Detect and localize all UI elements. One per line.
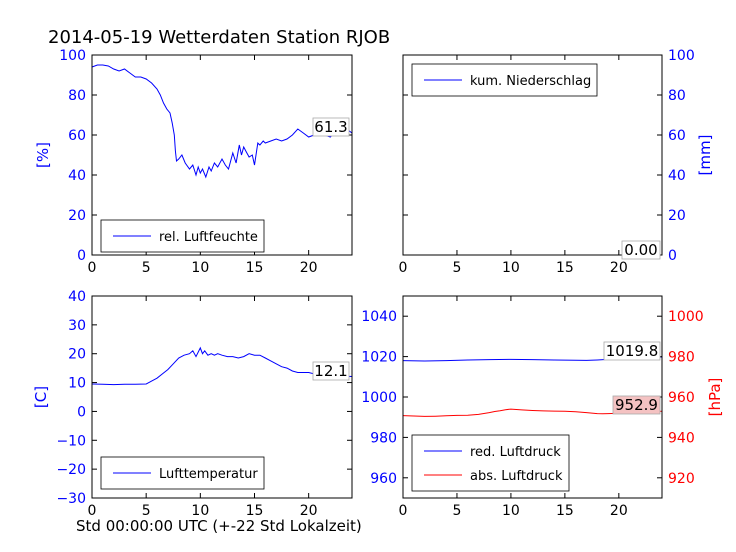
annotation-last-value: 61.3 xyxy=(314,118,347,136)
x-tick-label: 10 xyxy=(502,260,520,276)
legend-entry: Lufttemperatur xyxy=(159,467,258,482)
legend-box-2 xyxy=(411,63,598,97)
x-tick-label: 15 xyxy=(556,503,574,519)
y-tick-label: 10 xyxy=(68,376,86,392)
annotation-last-value-box xyxy=(312,361,350,381)
y-tick-label: 80 xyxy=(68,88,86,104)
x-axis-footer-label: Std 00:00:00 UTC (+-22 Std Lokalzeit) xyxy=(76,517,362,535)
x-tick-label: 0 xyxy=(399,503,408,519)
x-tick-label: 10 xyxy=(502,503,520,519)
series-line-abs-luftdruck xyxy=(402,408,663,417)
annotation-last-value: 0.00 xyxy=(624,241,657,259)
y-tick-label: −20 xyxy=(56,462,86,478)
y-tick-label: −30 xyxy=(56,491,86,507)
legend-entry: red. Luftdruck xyxy=(470,445,561,460)
annotation-last-value-abs-luftdruck: 952.9 xyxy=(615,396,658,414)
annotation-last-value-box xyxy=(312,117,350,137)
legend-entry: rel. Luftfeuchte xyxy=(159,230,258,245)
annotation-last-value-abs-luftdruck-box xyxy=(612,395,661,415)
y-tick-label: 1020 xyxy=(361,350,397,366)
y-tick-label: 1000 xyxy=(668,309,704,325)
x-tick-label: 15 xyxy=(246,503,264,519)
y-tick-label: 20 xyxy=(68,208,86,224)
y-tick-label: 0 xyxy=(77,248,86,264)
y-tick-label: 940 xyxy=(668,430,695,446)
annotation-last-value: 12.1 xyxy=(314,362,347,380)
plot-frame-2 xyxy=(402,54,663,256)
y-tick-label: 960 xyxy=(668,390,695,406)
y-tick-label: 960 xyxy=(370,471,397,487)
y-tick-label: 20 xyxy=(68,347,86,363)
x-tick-label: 0 xyxy=(88,503,97,519)
plot-frame-1 xyxy=(91,54,353,256)
y-axis-label-right: [hPa] xyxy=(706,378,724,417)
y-tick-label: 980 xyxy=(668,350,695,366)
y-tick-label: 0 xyxy=(77,404,86,420)
x-tick-label: 10 xyxy=(191,260,209,276)
plot-frame-3 xyxy=(91,295,353,499)
legend-box-4 xyxy=(411,434,570,492)
x-tick-label: 20 xyxy=(300,260,318,276)
y-tick-label: 1000 xyxy=(361,390,397,406)
page-title: 2014-05-19 Wetterdaten Station RJOB xyxy=(48,27,391,48)
x-tick-label: 20 xyxy=(300,503,318,519)
y-axis-label: [%] xyxy=(34,142,52,168)
y-tick-label: 60 xyxy=(68,128,86,144)
y-tick-label: 980 xyxy=(370,430,397,446)
x-tick-label: 5 xyxy=(142,260,151,276)
x-tick-label: 20 xyxy=(610,503,628,519)
x-tick-label: 15 xyxy=(556,260,574,276)
legend-entry: abs. Luftdruck xyxy=(470,469,563,484)
y-tick-label: 20 xyxy=(668,208,686,224)
y-tick-label: 30 xyxy=(68,318,86,334)
series-line-rel-luftfeuchte xyxy=(91,64,353,179)
y-axis-label: [C] xyxy=(32,386,50,408)
y-tick-label: 100 xyxy=(59,48,86,64)
x-tick-label: 5 xyxy=(452,260,461,276)
annotation-last-value-box xyxy=(621,240,661,260)
y-tick-label: 40 xyxy=(668,168,686,184)
x-tick-label: 15 xyxy=(246,260,264,276)
y-tick-label: −10 xyxy=(56,433,86,449)
y-tick-label: 60 xyxy=(668,128,686,144)
x-tick-label: 10 xyxy=(191,503,209,519)
y-tick-label: 0 xyxy=(668,248,677,264)
x-tick-label: 0 xyxy=(88,260,97,276)
x-tick-label: 20 xyxy=(610,260,628,276)
annotation-last-value-red-luftdruck-box xyxy=(603,341,661,361)
y-axis-label: [mm] xyxy=(696,135,714,176)
x-tick-label: 5 xyxy=(142,503,151,519)
y-tick-label: 920 xyxy=(668,471,695,487)
x-tick-label: 5 xyxy=(452,503,461,519)
annotation-last-value-red-luftdruck: 1019.8 xyxy=(606,342,659,360)
y-tick-label: 80 xyxy=(668,88,686,104)
y-tick-label: 40 xyxy=(68,289,86,305)
y-tick-label: 100 xyxy=(668,48,695,64)
y-tick-label: 40 xyxy=(68,168,86,184)
x-tick-label: 0 xyxy=(399,260,408,276)
y-tick-label: 1040 xyxy=(361,309,397,325)
legend-entry: kum. Niederschlag xyxy=(470,74,591,89)
series-line-lufttemperatur xyxy=(91,346,353,386)
